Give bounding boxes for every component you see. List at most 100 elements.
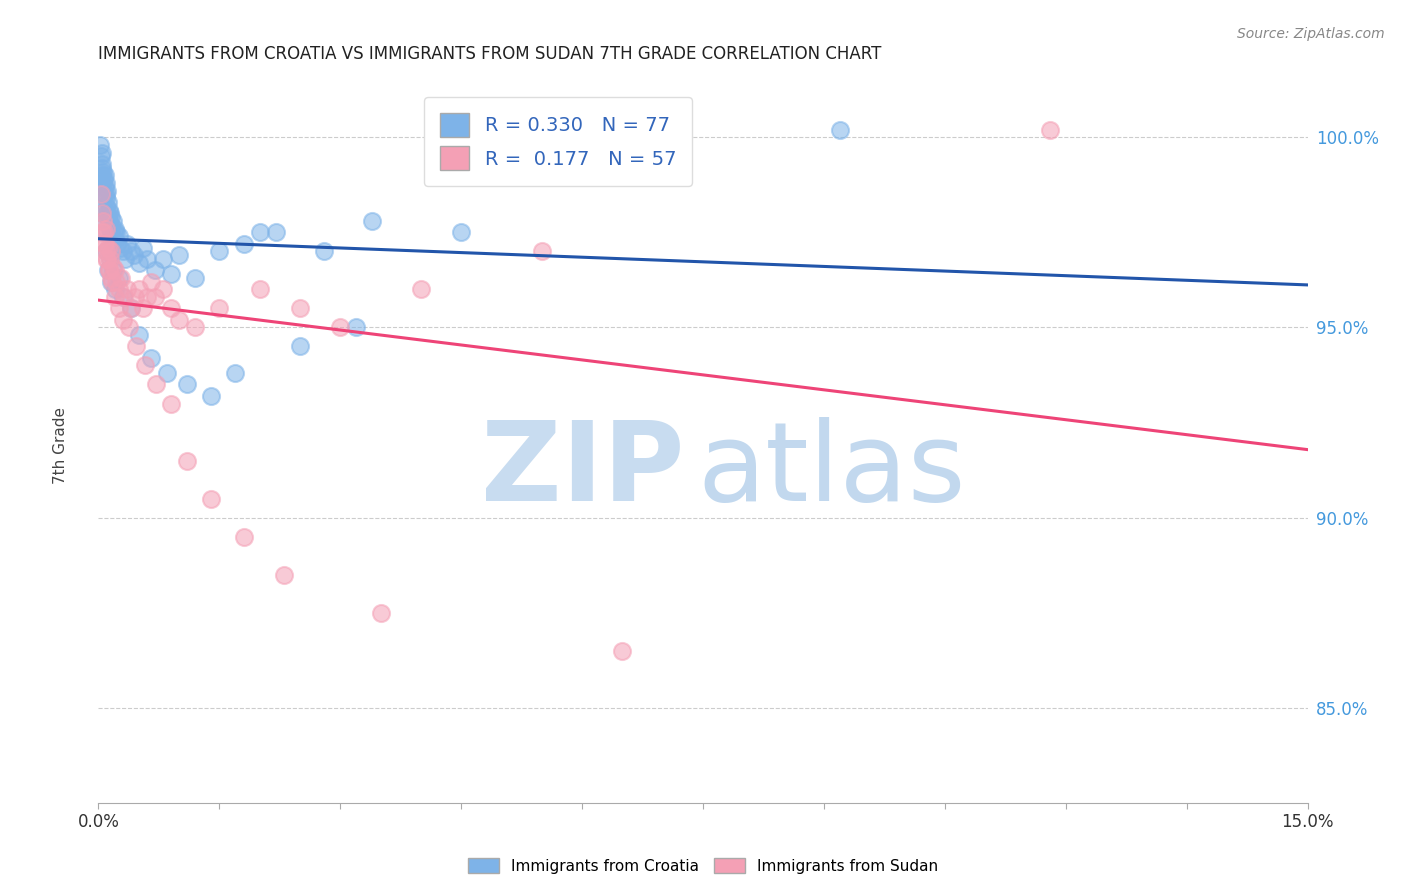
Point: [152, 282, 174, 296]
Point: [100, 275, 122, 289]
Point: [160, 267, 183, 281]
Point: [160, 396, 183, 410]
Point: [176, 377, 198, 392]
Point: [160, 301, 183, 316]
Point: [93, 236, 115, 251]
Point: [134, 359, 156, 373]
Point: [97, 194, 120, 209]
Point: [117, 282, 139, 296]
Point: [232, 530, 254, 544]
Point: [120, 301, 142, 316]
Point: [128, 282, 150, 296]
Point: [132, 241, 155, 255]
Point: [107, 282, 129, 296]
Point: [91, 214, 114, 228]
Point: [93, 187, 115, 202]
Point: [111, 244, 134, 259]
Point: [114, 252, 136, 266]
Point: [249, 282, 271, 296]
Point: [97, 202, 120, 217]
Point: [122, 248, 145, 262]
Point: [90, 161, 112, 175]
Point: [100, 218, 122, 232]
Point: [288, 301, 311, 316]
Point: [200, 389, 222, 403]
Point: [450, 226, 472, 240]
Point: [96, 252, 118, 266]
Point: [124, 290, 146, 304]
Point: [94, 176, 117, 190]
Point: [94, 191, 117, 205]
Legend: Immigrants from Croatia, Immigrants from Sudan: Immigrants from Croatia, Immigrants from…: [463, 852, 943, 880]
Text: Source: ZipAtlas.com: Source: ZipAtlas.com: [1237, 27, 1385, 41]
Point: [828, 122, 851, 136]
Point: [96, 184, 118, 198]
Point: [273, 567, 295, 582]
Point: [107, 229, 129, 244]
Point: [110, 271, 132, 285]
Point: [98, 206, 121, 220]
Point: [409, 282, 432, 296]
Point: [96, 206, 118, 220]
Point: [91, 176, 114, 190]
Point: [103, 226, 125, 240]
Point: [100, 226, 122, 240]
Point: [344, 320, 367, 334]
Point: [101, 214, 124, 228]
Point: [97, 210, 120, 224]
Point: [612, 643, 634, 657]
Point: [91, 214, 114, 228]
Point: [96, 187, 118, 202]
Point: [132, 301, 155, 316]
Point: [93, 226, 115, 240]
Point: [98, 252, 121, 266]
Point: [120, 244, 142, 259]
Point: [107, 271, 129, 285]
Point: [90, 149, 112, 163]
Point: [105, 275, 128, 289]
Point: [288, 339, 311, 353]
Text: 7th Grade: 7th Grade: [53, 408, 69, 484]
Point: [91, 169, 114, 183]
Point: [176, 453, 198, 467]
Point: [314, 244, 336, 259]
Point: [167, 313, 190, 327]
Point: [108, 241, 131, 255]
Legend: R = 0.330   N = 77, R =  0.177   N = 57: R = 0.330 N = 77, R = 0.177 N = 57: [425, 97, 692, 186]
Text: atlas: atlas: [697, 417, 966, 524]
Point: [97, 263, 120, 277]
Point: [91, 164, 114, 178]
Point: [208, 244, 231, 259]
Point: [100, 244, 122, 259]
Point: [530, 244, 553, 259]
Point: [97, 214, 120, 228]
Point: [184, 271, 207, 285]
Point: [128, 256, 150, 270]
Point: [94, 236, 117, 251]
Point: [90, 226, 112, 240]
Point: [94, 226, 117, 240]
Point: [100, 210, 122, 224]
Point: [361, 214, 384, 228]
Point: [90, 206, 112, 220]
Point: [112, 313, 135, 327]
Point: [101, 229, 124, 244]
Point: [101, 275, 124, 289]
Point: [156, 366, 179, 380]
Point: [98, 252, 121, 266]
Point: [98, 221, 121, 235]
Point: [112, 290, 135, 304]
Point: [118, 320, 141, 334]
Point: [208, 301, 231, 316]
Point: [103, 282, 125, 296]
Point: [101, 260, 124, 274]
Point: [105, 236, 128, 251]
Point: [94, 169, 117, 183]
Point: [135, 290, 157, 304]
Point: [143, 263, 166, 277]
Point: [104, 290, 127, 304]
Point: [90, 145, 112, 160]
Point: [117, 236, 139, 251]
Point: [120, 301, 142, 316]
Point: [105, 226, 128, 240]
